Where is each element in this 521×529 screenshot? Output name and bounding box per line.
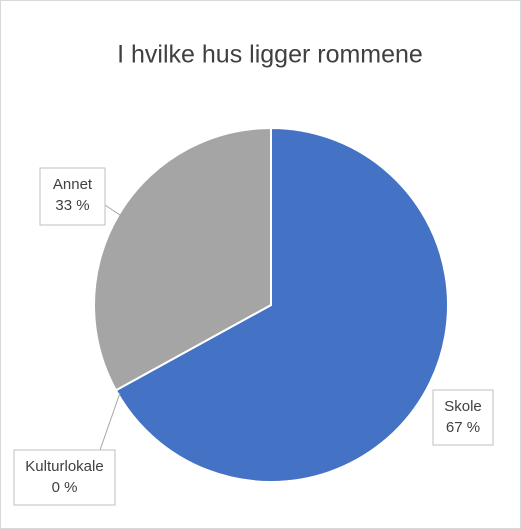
label-box — [13, 449, 116, 506]
data-label-value: 33 % — [55, 197, 89, 214]
label-box — [432, 389, 494, 446]
data-label-value: 0 % — [52, 479, 78, 496]
chart-title: I hvilke hus ligger rommene — [117, 41, 423, 69]
data-label-name: Kulturlokale — [25, 458, 103, 475]
pie-slice — [114, 126, 449, 483]
leader-line — [99, 392, 121, 451]
label-box — [39, 167, 106, 226]
pie-slice — [93, 126, 272, 392]
data-label-value: 67 % — [446, 419, 480, 436]
leader-line — [104, 204, 121, 216]
data-label-name: Skole — [444, 398, 482, 415]
data-label-name: Annet — [53, 176, 93, 193]
